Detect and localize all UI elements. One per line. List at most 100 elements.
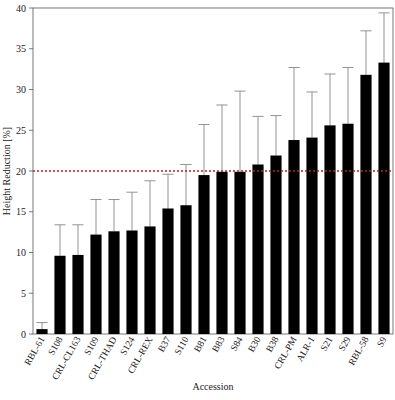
bar — [72, 255, 83, 334]
error-stem — [366, 31, 367, 75]
bar — [126, 230, 137, 334]
bar — [342, 124, 353, 334]
error-bar — [36, 323, 47, 330]
y-tick — [29, 89, 33, 90]
plot-frame — [33, 8, 393, 334]
y-tick — [29, 48, 33, 49]
x-tick-label: S124 — [118, 335, 137, 357]
error-cap — [378, 12, 389, 13]
x-axis-label: Accession — [192, 381, 233, 392]
y-tick-label: 30 — [16, 84, 26, 95]
error-bar — [342, 67, 353, 123]
y-tick-label: 40 — [16, 3, 26, 14]
x-tick-label: ALR-1 — [295, 335, 317, 364]
x-tick-label: CRL-PM — [272, 335, 299, 371]
error-bar — [216, 105, 227, 172]
error-stem — [294, 67, 295, 140]
error-stem — [114, 200, 115, 232]
error-bar — [378, 13, 389, 63]
y-tick-label: 25 — [16, 125, 26, 136]
error-stem — [222, 105, 223, 172]
bar — [162, 208, 173, 334]
y-tick — [29, 334, 33, 335]
bar — [252, 164, 263, 334]
error-cap — [72, 224, 83, 225]
bar — [270, 156, 281, 334]
error-cap — [126, 192, 137, 193]
error-cap — [144, 180, 155, 181]
error-bar — [270, 116, 281, 156]
y-tick-label: 20 — [16, 166, 26, 177]
x-tick-label: S84 — [229, 335, 245, 353]
error-stem — [276, 116, 277, 156]
x-tick-label: S9 — [375, 335, 389, 349]
error-stem — [348, 67, 349, 123]
y-tick — [29, 171, 33, 172]
y-tick — [29, 8, 33, 9]
x-tick-label: CRL-CL163 — [50, 335, 83, 382]
x-tick-label: B83 — [210, 335, 227, 354]
bar — [234, 172, 245, 334]
error-bar — [288, 67, 299, 140]
error-bar — [252, 116, 263, 164]
bar — [144, 226, 155, 334]
error-bar — [126, 192, 137, 230]
error-stem — [240, 91, 241, 172]
x-tick-label: RBL-61 — [23, 335, 47, 367]
error-stem — [42, 323, 43, 330]
error-stem — [168, 174, 169, 208]
error-cap — [342, 67, 353, 68]
y-tick — [29, 211, 33, 212]
bar — [324, 125, 335, 334]
error-bar — [198, 125, 209, 176]
y-tick-label: 10 — [16, 247, 26, 258]
error-stem — [204, 125, 205, 176]
error-cap — [36, 322, 47, 323]
error-stem — [312, 92, 313, 138]
error-stem — [96, 200, 97, 235]
x-tick-label: B38 — [264, 335, 281, 354]
error-cap — [216, 104, 227, 105]
x-tick-label: CRL-REX — [126, 335, 155, 375]
error-bar — [108, 200, 119, 232]
error-cap — [198, 124, 209, 125]
error-bar — [54, 225, 65, 256]
error-bar — [306, 92, 317, 138]
threshold-line — [33, 170, 393, 172]
x-tick-label: B37 — [156, 335, 173, 354]
error-bar — [162, 174, 173, 208]
y-tick — [29, 252, 33, 253]
error-stem — [132, 192, 133, 230]
error-bar — [144, 181, 155, 227]
error-cap — [108, 199, 119, 200]
x-tick-label: CRL-THAD — [86, 335, 119, 382]
chart: 0510152025303540RBL-61S108CRL-CL163S109C… — [0, 0, 395, 400]
y-tick-label: 0 — [21, 329, 26, 340]
x-tick-label: S29 — [337, 335, 353, 353]
x-tick-label: B30 — [246, 335, 263, 354]
error-cap — [360, 30, 371, 31]
bar — [378, 63, 389, 334]
error-cap — [234, 91, 245, 92]
error-stem — [384, 13, 385, 63]
x-tick-label: S110 — [172, 335, 190, 357]
bar — [108, 231, 119, 334]
error-cap — [288, 67, 299, 68]
x-tick-label: B81 — [192, 335, 209, 354]
error-cap — [180, 164, 191, 165]
bar — [360, 75, 371, 334]
bar — [36, 329, 47, 334]
error-cap — [306, 91, 317, 92]
error-bar — [234, 91, 245, 172]
x-tick-label: RBL-58 — [347, 335, 371, 367]
error-stem — [60, 225, 61, 256]
bar — [90, 235, 101, 334]
bar — [198, 175, 209, 334]
error-bar — [72, 225, 83, 255]
error-cap — [252, 116, 263, 117]
error-stem — [150, 181, 151, 227]
bar — [288, 140, 299, 334]
y-axis-label: Height Reduction [%] — [1, 127, 12, 215]
x-tick-label: S108 — [46, 335, 65, 357]
error-stem — [258, 116, 259, 164]
